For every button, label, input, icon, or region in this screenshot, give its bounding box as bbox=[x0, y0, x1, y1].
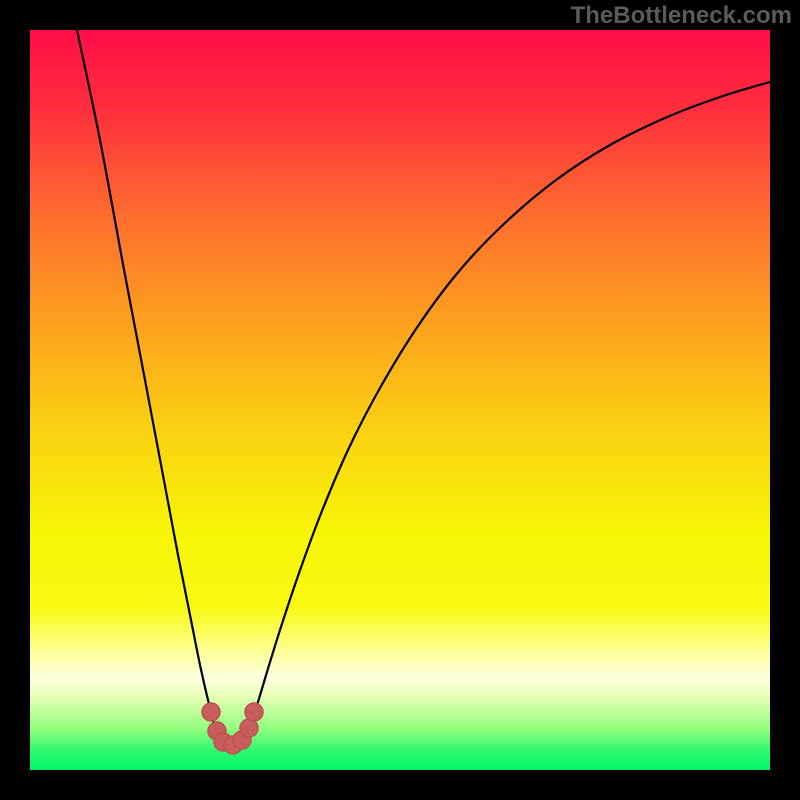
bottleneck-chart bbox=[0, 0, 800, 800]
marker-dot bbox=[240, 719, 258, 737]
marker-dot bbox=[245, 703, 263, 721]
watermark-label: TheBottleneck.com bbox=[571, 2, 792, 30]
gradient-background bbox=[30, 30, 770, 770]
marker-dot bbox=[202, 703, 220, 721]
